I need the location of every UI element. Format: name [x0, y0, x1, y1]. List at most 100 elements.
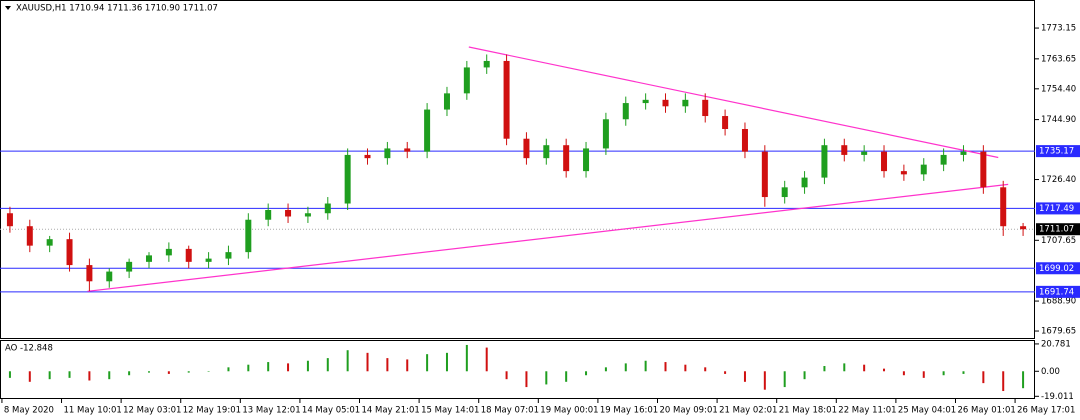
- candle-body: [702, 99, 709, 117]
- x-tick-label: 19 May 16:01: [600, 406, 658, 416]
- candle-body: [66, 239, 73, 266]
- y-tick-label: 1688.90: [1041, 297, 1076, 307]
- candle-body: [682, 99, 689, 107]
- candle-body: [503, 60, 510, 139]
- dropdown-icon[interactable]: [5, 6, 11, 10]
- x-tick-label: 19 May 00:01: [540, 406, 598, 416]
- ao-bar: [306, 360, 309, 372]
- candle-body: [443, 93, 450, 110]
- ao-bar: [485, 347, 488, 372]
- ao-bar: [1002, 371, 1005, 392]
- current-price-label: 1711.07: [1039, 225, 1074, 235]
- chart-title: XAUUSD,H1 1710.94 1711.36 1710.90 1711.0…: [16, 4, 218, 14]
- ao-bar: [962, 371, 965, 374]
- ao-bar: [545, 371, 548, 385]
- candle-body: [861, 151, 868, 155]
- candle-body: [821, 145, 828, 178]
- candle-body: [86, 265, 93, 282]
- x-tick-label: 12 May 19:01: [183, 406, 241, 416]
- ao-bar: [287, 363, 290, 372]
- ao-bar: [406, 359, 409, 372]
- y-tick-label: 20.781: [1041, 339, 1071, 349]
- candle-body: [6, 213, 13, 227]
- ao-bar: [505, 371, 508, 380]
- candle-body: [404, 148, 411, 152]
- x-tick-label: 21 May 18:01: [779, 406, 837, 416]
- y-tick-label: 1744.90: [1041, 115, 1076, 125]
- ao-bar: [1022, 371, 1025, 389]
- candle-body: [483, 60, 490, 68]
- ao-bar: [147, 371, 150, 373]
- x-tick-label: 14 May 21:01: [362, 406, 420, 416]
- ao-bar: [604, 367, 607, 372]
- trendline: [468, 46, 999, 159]
- candle-body: [165, 248, 172, 256]
- ao-bar: [465, 344, 468, 372]
- y-tick-label: 1754.40: [1041, 84, 1076, 94]
- candle-body: [106, 271, 113, 282]
- ao-bar: [803, 371, 806, 380]
- candle-body: [940, 154, 947, 165]
- level-label-box: [1036, 262, 1080, 275]
- ao-bar: [743, 371, 746, 382]
- ao-bar: [565, 371, 568, 382]
- candle-body: [324, 203, 331, 214]
- x-tick-label: 20 May 09:01: [659, 406, 717, 416]
- ao-bar: [48, 371, 51, 380]
- x-tick-label: 12 May 03:01: [123, 406, 181, 416]
- y-tick-label: 0.00: [1041, 367, 1060, 377]
- ao-bar: [704, 367, 707, 372]
- candle-body: [185, 248, 192, 262]
- candle-body: [344, 154, 351, 204]
- y-tick-label: 1763.65: [1041, 54, 1076, 64]
- candle-body: [1020, 226, 1027, 230]
- ao-bar: [426, 354, 429, 372]
- ao-bar: [525, 371, 528, 388]
- ao-bar: [982, 371, 985, 384]
- x-tick-label: 26 May 17:01: [1017, 406, 1075, 416]
- candle-body: [722, 116, 729, 129]
- candle-body: [245, 219, 252, 253]
- y-tick-label: 1726.40: [1041, 175, 1076, 185]
- ao-bar: [68, 371, 71, 378]
- x-tick-label: 13 May 12:01: [242, 406, 300, 416]
- candle-body: [920, 164, 927, 175]
- ao-bar: [783, 371, 786, 388]
- ao-bar: [326, 358, 329, 372]
- candle-body: [384, 148, 391, 159]
- y-tick-label: 1707.65: [1041, 236, 1076, 246]
- trendline: [87, 183, 1009, 292]
- level-label: 1717.49: [1039, 204, 1074, 214]
- ao-bar: [624, 363, 627, 372]
- candle-body: [622, 103, 629, 120]
- candle-body: [980, 151, 987, 188]
- ao-bar: [227, 367, 230, 372]
- ao-bar: [167, 371, 170, 374]
- x-tick-label: 21 May 02:01: [719, 406, 777, 416]
- x-tick-label: 25 May 04:01: [898, 406, 956, 416]
- candle-body: [205, 258, 212, 262]
- ao-bar: [843, 363, 846, 372]
- ao-bar: [823, 366, 826, 372]
- ao-bar: [445, 352, 448, 372]
- ao-bar: [942, 371, 945, 376]
- x-tick-label: 11 May 10:01: [64, 406, 122, 416]
- candle-body: [662, 99, 669, 107]
- candle-body: [46, 239, 53, 246]
- ao-bar: [207, 371, 210, 372]
- ao-bar: [863, 364, 866, 372]
- candle-body: [26, 226, 33, 246]
- ao-bar: [386, 358, 389, 372]
- candle-body: [523, 138, 530, 159]
- candle-body: [841, 145, 848, 155]
- ao-bar: [724, 371, 727, 374]
- main-pane-frame: [0, 0, 1035, 339]
- candle-body: [463, 67, 470, 94]
- ao-bar: [128, 371, 131, 376]
- candle-body: [642, 99, 649, 104]
- candle-body: [960, 151, 967, 155]
- x-tick-label: 15 May 14:01: [421, 406, 479, 416]
- ao-bar: [902, 371, 905, 376]
